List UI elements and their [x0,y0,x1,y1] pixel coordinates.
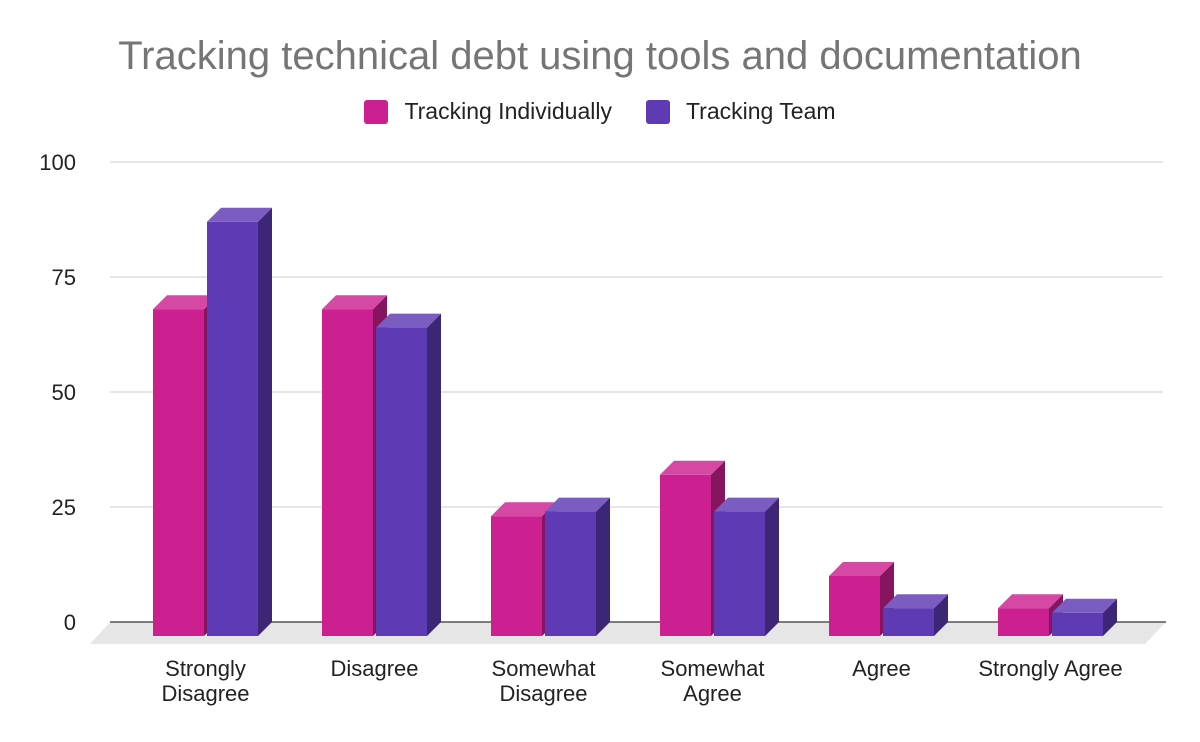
legend-item-tracking-team[interactable]: Tracking Team [645,98,836,125]
y-tick-label-75: 75 [52,265,76,290]
bar-top [998,594,1063,609]
bar-front [153,309,204,636]
legend-swatch-tracking-team [645,99,670,124]
bar-side [596,497,610,636]
x-category-label-4: Agree [852,656,911,681]
bar-front [207,221,258,637]
bar-front [998,608,1049,636]
bar-team-3 [714,497,779,636]
bar-front [545,511,596,636]
legend-label-tracking-individually: Tracking Individually [404,98,612,124]
chart-title: Tracking technical debt using tools and … [118,34,1082,78]
legend: Tracking Individually Tracking Team [0,98,1200,125]
bar-top [883,594,948,609]
bar-team-2 [545,497,610,636]
bar-side [427,313,441,636]
x-category-label-0: Strongly Disagree [161,656,249,706]
bar-top [376,313,441,328]
bar-team-1 [376,313,441,636]
bar-front [322,309,373,636]
bar-top [545,497,610,512]
bar-front [883,608,934,636]
bar-side [765,497,779,636]
y-tick-label-25: 25 [52,495,76,520]
y-tick-label-50: 50 [52,380,76,405]
y-tick-label-0: 0 [64,610,76,635]
bar-individually-5 [998,594,1063,636]
bar-front [829,576,880,636]
y-tick-label-100: 100 [39,150,76,175]
bar-top [829,562,894,576]
bar-top [714,497,779,512]
bar-individually-4 [829,562,894,636]
bar-side [934,594,948,636]
x-category-label-5: Strongly Agree [978,656,1122,681]
legend-swatch-tracking-individually [364,99,389,124]
bar-team-5 [1052,598,1117,636]
legend-label-tracking-team: Tracking Team [685,98,836,124]
bar-front [376,327,427,636]
x-category-label-2: Somewhat Disagree [492,656,596,706]
bar-side [1103,598,1117,636]
bar-front [1052,612,1103,636]
bar-front [660,474,711,636]
bar-top [660,460,725,475]
x-category-label-3: Somewhat Agree [661,656,765,706]
bar-front [491,516,542,636]
bar-team-4 [883,594,948,636]
bar-top [491,502,556,517]
bar-top [1052,598,1117,613]
bar-front [714,511,765,636]
legend-item-tracking-individually[interactable]: Tracking Individually [364,98,612,125]
bar-top [322,295,387,310]
bar-top [207,207,272,222]
bar-team-0 [207,207,272,637]
bar-side [258,207,272,637]
x-category-label-1: Disagree [330,656,418,681]
bar-top [153,295,218,310]
